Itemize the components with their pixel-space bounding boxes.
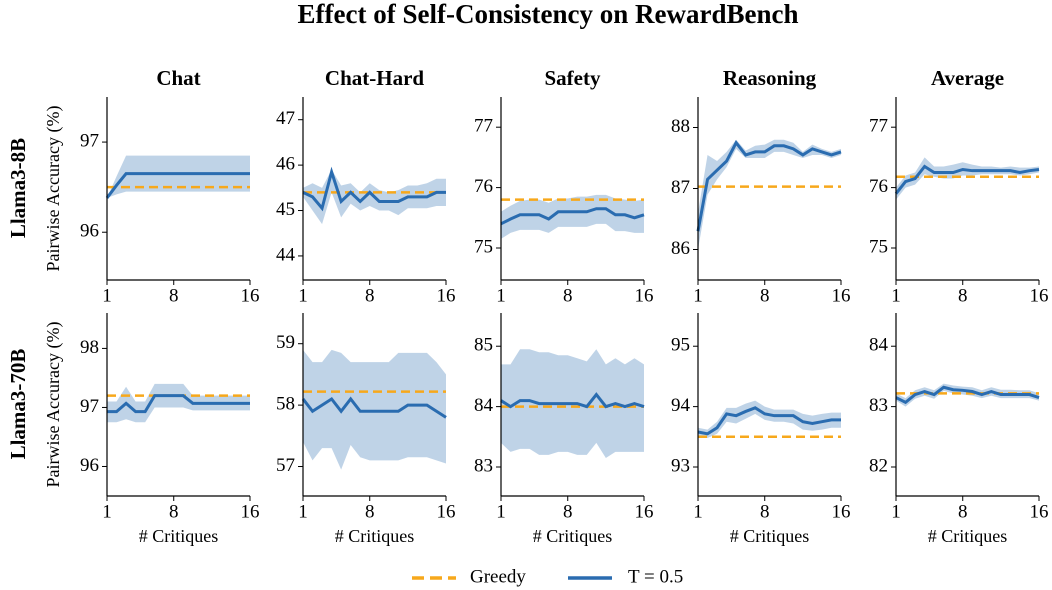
confidence-band [896, 383, 1039, 407]
y-tick-label: 98 [80, 337, 99, 358]
confidence-band [698, 139, 841, 250]
series-line [105, 172, 250, 199]
x-tick-label: 8 [760, 501, 770, 522]
y-tick-label: 83 [474, 455, 493, 476]
row-label: Llama3-70B [6, 349, 30, 460]
confidence-band [896, 157, 1039, 200]
legend-label: Greedy [470, 566, 526, 587]
x-tick-label: 1 [102, 285, 112, 306]
y-tick-label: 75 [869, 236, 888, 257]
x-tick-label: 8 [563, 501, 573, 522]
subplot-title: Chat [156, 66, 200, 90]
subplot-title: Average [931, 66, 1004, 90]
row-label: Llama3-8B [6, 138, 30, 238]
y-tick-label: 57 [276, 455, 295, 476]
series-line [302, 166, 446, 212]
x-tick-label: 16 [635, 285, 654, 306]
confidence-band [107, 155, 250, 198]
x-tick-label: 1 [891, 285, 901, 306]
confidence-band [698, 400, 841, 439]
y-tick-label: 84 [869, 335, 889, 356]
x-tick-label: 8 [365, 501, 375, 522]
y-tick-label: 58 [276, 393, 295, 414]
x-tick-label: 8 [169, 501, 179, 522]
x-tick-label: 16 [1030, 501, 1049, 522]
series-line [697, 406, 841, 436]
y-tick-label: 47 [276, 108, 295, 129]
subplot-title: Safety [545, 66, 601, 90]
x-tick-label: 16 [832, 285, 851, 306]
y-tick-label: 77 [869, 116, 888, 137]
x-tick-label: 8 [958, 501, 968, 522]
figure-title: Effect of Self-Consistency on RewardBenc… [298, 0, 799, 29]
subplot-title: Reasoning [723, 66, 817, 90]
x-tick-label: 8 [365, 285, 375, 306]
x-tick-label: 1 [693, 285, 703, 306]
x-tick-label: 1 [891, 501, 901, 522]
y-tick-label: 97 [80, 396, 99, 417]
y-tick-label: 94 [671, 395, 691, 416]
y-tick-label: 87 [671, 177, 690, 198]
x-tick-label: 1 [693, 501, 703, 522]
x-axis-label: # Critiques [533, 526, 613, 546]
y-tick-label: 44 [276, 244, 296, 265]
series-line [500, 207, 645, 226]
y-tick-label: 88 [671, 116, 690, 137]
x-tick-label: 1 [496, 285, 506, 306]
x-tick-label: 8 [760, 285, 770, 306]
y-tick-label: 95 [671, 335, 690, 356]
legend-label: T = 0.5 [628, 566, 683, 587]
series-line [500, 392, 645, 409]
y-tick-label: 86 [671, 238, 690, 259]
x-tick-label: 1 [102, 501, 112, 522]
y-tick-label: 84 [474, 395, 494, 416]
x-tick-label: 1 [496, 501, 506, 522]
series-line [895, 385, 1040, 405]
series-line [301, 396, 447, 419]
confidence-band [303, 349, 446, 470]
x-tick-label: 16 [241, 285, 260, 306]
series-line [894, 164, 1040, 195]
y-tick-label: 82 [869, 455, 888, 476]
y-tick-label: 76 [474, 176, 493, 197]
y-tick-label: 96 [80, 455, 99, 476]
y-axis-label: Pairwise Accuracy (%) [43, 106, 64, 272]
y-tick-label: 77 [474, 116, 493, 137]
x-axis-label: # Critiques [139, 526, 219, 546]
y-tick-label: 45 [276, 199, 295, 220]
y-axis-label: Pairwise Accuracy (%) [43, 322, 64, 488]
y-tick-label: 59 [276, 332, 295, 353]
y-tick-label: 85 [474, 335, 493, 356]
y-tick-label: 75 [474, 236, 493, 257]
x-axis-label: # Critiques [335, 526, 415, 546]
x-tick-label: 16 [241, 501, 260, 522]
y-tick-label: 46 [276, 153, 295, 174]
x-tick-label: 16 [832, 501, 851, 522]
x-tick-label: 16 [635, 501, 654, 522]
x-tick-label: 8 [563, 285, 573, 306]
y-tick-label: 96 [80, 221, 99, 242]
y-tick-label: 97 [80, 130, 99, 151]
x-axis-label: # Critiques [928, 526, 1008, 546]
x-tick-label: 8 [958, 285, 968, 306]
y-tick-label: 93 [671, 455, 690, 476]
x-tick-label: 1 [298, 285, 308, 306]
subplot-title: Chat-Hard [325, 66, 424, 90]
y-tick-label: 83 [869, 395, 888, 416]
series-line [696, 139, 842, 232]
legend: Greedy T = 0.5 [412, 566, 683, 587]
x-tick-label: 1 [298, 501, 308, 522]
x-tick-label: 16 [437, 285, 456, 306]
x-tick-label: 16 [437, 501, 456, 522]
series-line [107, 394, 250, 414]
x-axis-label: # Critiques [730, 526, 810, 546]
x-tick-label: 16 [1030, 285, 1049, 306]
y-tick-label: 76 [869, 176, 888, 197]
x-tick-label: 8 [169, 285, 179, 306]
confidence-band [501, 194, 644, 239]
